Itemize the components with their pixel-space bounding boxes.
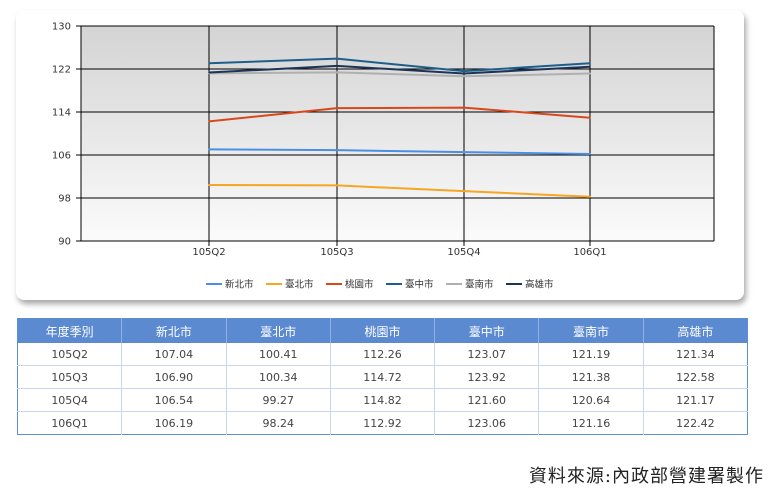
data-point <box>208 62 210 65</box>
y-tick-label: 114 <box>52 108 71 119</box>
table-cell: 105Q4 <box>17 388 123 412</box>
x-tick-label: 105Q4 <box>447 247 480 258</box>
legend-label: 臺北市 <box>285 279 314 291</box>
table-cell: 107.04 <box>121 343 227 366</box>
data-point <box>208 120 210 123</box>
table-cell: 123.06 <box>434 411 540 435</box>
table-cell: 99.27 <box>226 388 331 412</box>
chart-card: 90 98 106 114 122 130 105Q2 105Q3 105Q4 106Q1 新北市… <box>16 10 744 300</box>
y-tick-label: 106 <box>52 151 71 162</box>
y-tick-label: 90 <box>58 237 71 248</box>
table-cell: 121.34 <box>643 343 748 366</box>
table-cell: 100.34 <box>226 365 331 389</box>
table-cell: 121.38 <box>538 365 644 389</box>
table-cell: 112.26 <box>330 343 436 366</box>
x-tick-label: 105Q2 <box>192 247 225 258</box>
table-cell: 120.64 <box>538 388 644 412</box>
legend-item: 桃園市 <box>326 279 374 291</box>
table-cell: 114.72 <box>330 365 436 389</box>
table-cell: 106.19 <box>121 411 227 435</box>
line-chart: 90 98 106 114 122 130 105Q2 105Q3 105Q4 106Q1 新北市… <box>52 22 715 291</box>
table-cell: 100.41 <box>226 343 331 366</box>
series-line <box>208 64 591 75</box>
table-cell: 106Q1 <box>17 411 123 435</box>
data-point <box>336 149 338 151</box>
y-tick-label: 130 <box>52 22 71 33</box>
data-point <box>336 65 338 67</box>
legend-item: 臺南市 <box>446 279 494 291</box>
source-note: 資料來源:內政部營建署製作 <box>528 466 764 487</box>
data-point <box>208 71 210 74</box>
data-point <box>589 195 591 198</box>
table-header-row: 年度季別 新北市 臺北市 桃園市 臺中市 臺南市 高雄市 <box>17 318 748 343</box>
data-point <box>589 65 591 68</box>
x-tick-label: 105Q3 <box>320 247 353 258</box>
table-cell: 105Q2 <box>17 343 123 366</box>
table-cell: 121.60 <box>434 388 540 412</box>
col-header-taichung: 臺中市 <box>434 318 540 343</box>
legend: 新北市 臺北市 桃園市 臺中市 臺南市 高雄市 <box>206 279 554 291</box>
data-point <box>208 148 210 151</box>
data-point <box>589 62 591 65</box>
data-point <box>336 184 338 187</box>
series-lines <box>208 57 591 198</box>
table-cell: 122.42 <box>676 416 715 430</box>
series-line <box>208 184 591 198</box>
table-cell: 121.19 <box>538 343 644 366</box>
legend-label: 新北市 <box>225 279 254 291</box>
table-row: 105Q2 107.04 100.41 112.26 123.07 121.19… <box>17 343 748 366</box>
table-cell: 106.54 <box>121 388 227 412</box>
series-line <box>208 148 591 155</box>
data-table: 年度季別 新北市 臺北市 桃園市 臺中市 臺南市 高雄市 105Q2 107.0… <box>17 318 748 435</box>
col-header-tainan: 臺南市 <box>538 318 644 343</box>
y-tick-label: 122 <box>52 65 71 76</box>
table-cell: 106.90 <box>121 365 227 389</box>
table-row: 105Q4 106.54 99.27 114.82 121.60 120.64 … <box>17 388 748 412</box>
legend-item: 臺中市 <box>386 279 434 291</box>
data-point <box>589 72 591 75</box>
data-point <box>589 153 591 155</box>
table-cell: 122.58 <box>643 365 748 389</box>
col-header-taipei: 臺北市 <box>226 318 331 343</box>
data-point <box>336 57 338 60</box>
table-cell: 121.16 <box>538 411 644 435</box>
col-header-period: 年度季別 <box>17 318 123 343</box>
col-header-kaohsiung: 高雄市 <box>643 318 748 343</box>
x-tick-label: 106Q1 <box>573 247 606 258</box>
legend-item: 臺北市 <box>266 279 314 291</box>
series-line <box>208 57 591 73</box>
legend-label: 桃園市 <box>345 279 374 291</box>
data-point <box>336 71 338 74</box>
col-header-taoyuan: 桃園市 <box>330 318 436 343</box>
table-row: 105Q3 106.90 100.34 114.72 123.92 121.38… <box>17 365 748 389</box>
series-line <box>208 71 591 78</box>
data-point <box>463 72 465 75</box>
table-cell: 121.17 <box>643 388 748 412</box>
axes: 90 98 106 114 122 130 105Q2 105Q3 105Q4 106Q1 <box>52 22 715 258</box>
plot-area <box>81 26 714 241</box>
y-tick-label: 98 <box>58 194 71 205</box>
series-line <box>208 106 591 123</box>
table-row: 106Q1 106.19 98.24 112.92 123.06 121.16 … <box>17 411 748 435</box>
legend-label: 臺中市 <box>405 279 434 291</box>
legend-item: 新北市 <box>206 279 254 291</box>
col-header-new-taipei: 新北市 <box>121 318 227 343</box>
table-cell: 123.07 <box>434 343 540 366</box>
data-point <box>463 106 465 109</box>
data-point <box>463 70 465 72</box>
legend-item: 高雄市 <box>506 279 554 291</box>
data-point <box>463 75 465 78</box>
table-cell: 112.92 <box>330 411 436 435</box>
data-point <box>463 190 465 192</box>
legend-label: 臺南市 <box>465 279 494 291</box>
table-cell: 98.24 <box>226 411 331 435</box>
table-cell: 123.92 <box>434 365 540 389</box>
data-point <box>336 107 338 109</box>
legend-label: 高雄市 <box>525 279 554 291</box>
data-point <box>589 117 591 119</box>
data-point <box>463 151 465 153</box>
data-point <box>208 184 210 186</box>
table-cell: 114.82 <box>330 388 436 412</box>
table-cell: 105Q3 <box>17 365 123 389</box>
